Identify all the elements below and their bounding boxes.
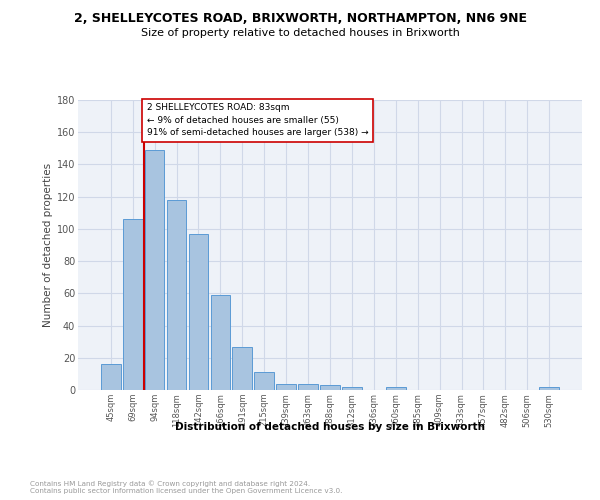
Bar — [298, 384, 318, 390]
Bar — [123, 219, 143, 390]
Bar — [539, 387, 559, 390]
Text: 2 SHELLEYCOTES ROAD: 83sqm
← 9% of detached houses are smaller (55)
91% of semi-: 2 SHELLEYCOTES ROAD: 83sqm ← 9% of detac… — [147, 103, 368, 137]
Bar — [101, 364, 121, 390]
Bar — [167, 200, 187, 390]
Bar — [342, 387, 362, 390]
Text: Distribution of detached houses by size in Brixworth: Distribution of detached houses by size … — [175, 422, 485, 432]
Bar — [254, 372, 274, 390]
Text: Contains HM Land Registry data © Crown copyright and database right 2024.
Contai: Contains HM Land Registry data © Crown c… — [30, 480, 343, 494]
Text: Size of property relative to detached houses in Brixworth: Size of property relative to detached ho… — [140, 28, 460, 38]
Bar — [188, 234, 208, 390]
Bar — [232, 346, 252, 390]
Text: 2, SHELLEYCOTES ROAD, BRIXWORTH, NORTHAMPTON, NN6 9NE: 2, SHELLEYCOTES ROAD, BRIXWORTH, NORTHAM… — [74, 12, 527, 26]
Y-axis label: Number of detached properties: Number of detached properties — [43, 163, 53, 327]
Bar — [386, 387, 406, 390]
Bar — [320, 385, 340, 390]
Bar — [145, 150, 164, 390]
Bar — [211, 295, 230, 390]
Bar — [276, 384, 296, 390]
